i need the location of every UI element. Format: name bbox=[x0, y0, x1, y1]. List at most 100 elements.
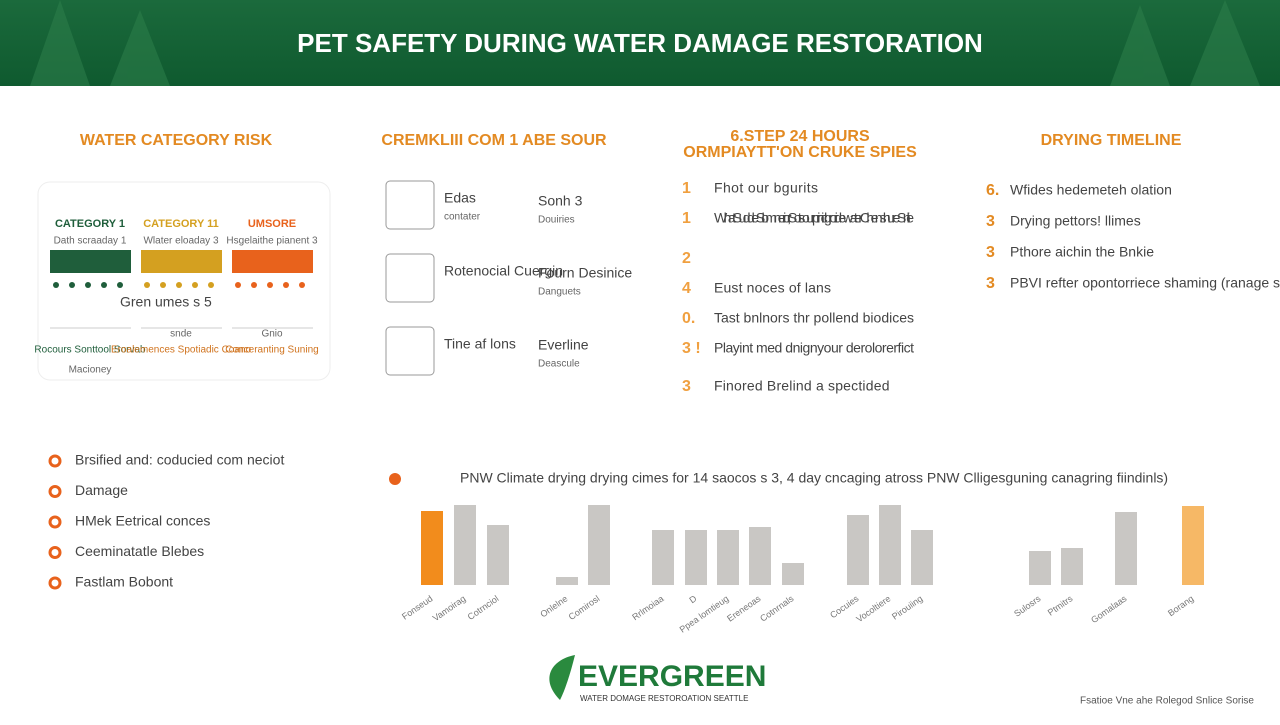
step-text: Fhot our bgurits bbox=[714, 180, 818, 196]
paw bbox=[160, 282, 166, 288]
bar bbox=[1029, 551, 1051, 585]
timeline-text: Drying pettors! llimes bbox=[1010, 213, 1141, 229]
icon-box bbox=[385, 253, 435, 303]
timeline-number: 3 bbox=[986, 244, 995, 261]
section-title: 6.STEP 24 HOURS bbox=[730, 128, 870, 145]
category-sub: Dath scraaday 1 bbox=[54, 236, 127, 247]
x-tick-label: Comirosl bbox=[567, 593, 602, 622]
step-number: 3 bbox=[682, 378, 691, 395]
risk-card bbox=[37, 181, 331, 381]
check-right-sub: Deascule bbox=[538, 359, 580, 370]
icon-box bbox=[385, 180, 435, 230]
title: PET SAFETY DURING WATER DAMAGE RESTORATI… bbox=[297, 28, 983, 58]
timeline-number: 6. bbox=[986, 182, 999, 199]
bar bbox=[454, 505, 476, 585]
step-number: 2 bbox=[682, 250, 691, 267]
risk-note: Gren umes s 5 bbox=[120, 294, 212, 310]
x-tick-label: Gomalaas bbox=[1089, 593, 1129, 625]
category-sub: Wlater eloaday 3 bbox=[143, 236, 218, 247]
check-label: Edas bbox=[444, 190, 476, 206]
logo: EVERGREEN bbox=[578, 660, 766, 693]
paw bbox=[267, 282, 273, 288]
category-bar bbox=[232, 250, 313, 273]
x-tick-label: Cotrnciol bbox=[466, 593, 501, 622]
category-foot: Eroalemences Spotiadic Coano bbox=[111, 345, 252, 356]
step-number: 0. bbox=[682, 310, 695, 327]
bar bbox=[685, 530, 707, 585]
category-top: Gnio bbox=[261, 329, 283, 340]
bar bbox=[652, 530, 674, 585]
category-foot2: Macioney bbox=[69, 365, 112, 376]
category-name: CATEGORY 11 bbox=[143, 218, 219, 230]
step-text: Tast bnlnors thr pollend biodices bbox=[714, 310, 914, 326]
x-tick-label: Ereneoas bbox=[725, 593, 763, 624]
timeline-text: Pthore aichin the Bnkie bbox=[1010, 244, 1154, 260]
bullet-text: Brsified and: coducied com neciot bbox=[75, 452, 284, 468]
footer-note: Fsatioe Vne ahe Rolegod Snlice Sorise bbox=[1080, 696, 1254, 707]
paw bbox=[117, 282, 123, 288]
paw bbox=[176, 282, 182, 288]
check-right-sub: Douiries bbox=[538, 215, 575, 226]
section-title: WATER CATEGORY RISK bbox=[80, 132, 273, 149]
bullet-dot bbox=[48, 576, 62, 590]
logo-leaf bbox=[549, 655, 575, 700]
timeline-text: PBVI refter opontorriece shaming (ranage… bbox=[1010, 275, 1280, 291]
x-tick-label: Cotnrnals bbox=[758, 593, 796, 624]
step-text: What Sudde Slomnerior, Sots our prinicl … bbox=[714, 210, 914, 226]
x-tick-label: D bbox=[687, 593, 698, 605]
check-right-label: Everline bbox=[538, 337, 589, 353]
bullet-dot bbox=[48, 454, 62, 468]
step-text: Playint med dnignyour derolorerfict bbox=[714, 340, 914, 356]
paw bbox=[283, 282, 289, 288]
bar bbox=[588, 505, 610, 585]
category-bar bbox=[50, 250, 131, 273]
bar bbox=[421, 511, 443, 585]
category-name: UMSORE bbox=[248, 218, 296, 230]
x-tick-label: Vamoirag bbox=[431, 593, 468, 623]
check-right-label: Sonh 3 bbox=[538, 193, 583, 209]
x-tick-label: Onlelne bbox=[538, 593, 569, 619]
trees bbox=[30, 0, 1260, 86]
bar bbox=[911, 530, 933, 585]
x-tick-label: Ptmitrs bbox=[1046, 593, 1075, 618]
x-tick-label: Sulosrs bbox=[1012, 593, 1043, 619]
tagline: WATER DOMAGE RESTOROATION SEATTLE bbox=[580, 694, 748, 703]
bullet-dot bbox=[48, 546, 62, 559]
step-text: Finored Brelind a spectided bbox=[714, 378, 890, 394]
section-title: DRYING TIMELINE bbox=[1041, 132, 1182, 149]
paw bbox=[69, 282, 75, 288]
bar bbox=[1115, 512, 1137, 585]
timeline-text: Wfides hedemeteh olation bbox=[1010, 182, 1172, 198]
timeline-number: 3 bbox=[986, 275, 995, 292]
category-sub: Hsgelaithe pianent 3 bbox=[226, 236, 318, 247]
category-name: CATEGORY 1 bbox=[55, 218, 125, 230]
bullet-text: Fastlam Bobont bbox=[75, 574, 173, 590]
category-bar bbox=[141, 250, 222, 273]
bar bbox=[487, 525, 509, 585]
bar bbox=[717, 530, 739, 585]
paw bbox=[101, 282, 107, 288]
bullet-text: HMek Eetrical conces bbox=[75, 513, 210, 529]
section-subtitle: ORMPIAYTT'ON CRUKE SPIES bbox=[683, 144, 917, 161]
bar bbox=[749, 527, 771, 585]
x-tick-label: Fonseud bbox=[400, 593, 434, 621]
step-number: 3 ! bbox=[682, 340, 701, 357]
step-text: Eust noces of lans bbox=[714, 280, 831, 296]
bullet-dot bbox=[48, 515, 62, 529]
paw bbox=[251, 282, 257, 288]
bar bbox=[556, 577, 578, 585]
check-sub: contater bbox=[444, 212, 481, 223]
x-tick-label: Vocoltiere bbox=[854, 593, 892, 624]
paw bbox=[144, 282, 150, 288]
paw bbox=[85, 282, 91, 288]
check-label: Tine af lons bbox=[444, 336, 516, 352]
chart-title: PNW Climate drying drying cimes for 14 s… bbox=[460, 470, 1168, 486]
header-band bbox=[0, 0, 1280, 86]
icon-box bbox=[385, 326, 435, 376]
timeline-number: 3 bbox=[986, 213, 995, 230]
bullet-text: Ceeminatatle Blebes bbox=[75, 543, 204, 559]
paw bbox=[53, 282, 59, 288]
x-tick-label: Ppea lomtieug bbox=[678, 593, 731, 634]
